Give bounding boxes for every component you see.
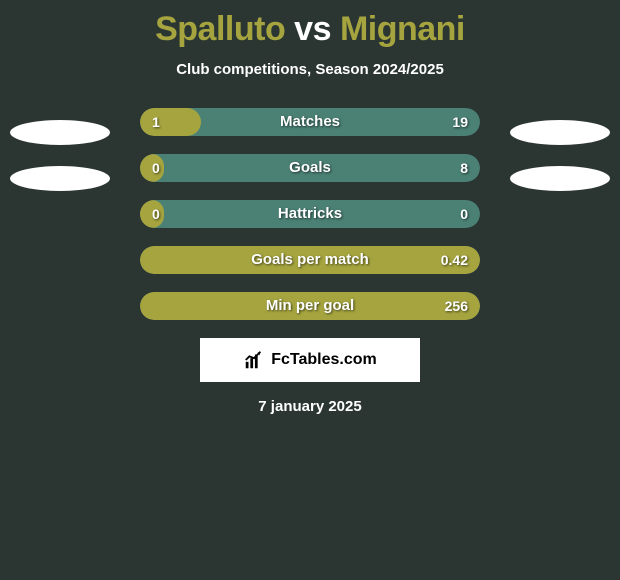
- stat-bar-row: Goals0 8: [140, 154, 480, 182]
- branding-text: FcTables.com: [271, 351, 377, 369]
- comparison-title: Spalluto vs Mignani: [0, 0, 620, 49]
- stat-bar-row: Goals per match0.42: [140, 246, 480, 274]
- vs-text: vs: [294, 10, 331, 48]
- stat-bar-row: Min per goal256: [140, 292, 480, 320]
- stat-bar-right-value: 19: [452, 108, 468, 136]
- stat-bar-label: Hattricks: [140, 200, 480, 228]
- stat-bar-row: Hattricks0 0: [140, 200, 480, 228]
- player2-avatar-placeholder: [510, 120, 610, 145]
- stat-bar-right-value: 8: [460, 154, 468, 182]
- chart-icon: [243, 349, 265, 371]
- bars-container: Matches119Goals08Hattricks00Goals per ma…: [140, 108, 480, 320]
- player1-club-placeholder: [10, 166, 110, 191]
- stat-bar-left-value: 1: [152, 108, 160, 136]
- player1-name: Spalluto: [155, 10, 285, 48]
- stat-bar-label: Matches: [140, 108, 480, 136]
- stat-bar-right-value: 0: [460, 200, 468, 228]
- stat-bar-right-value: 256: [445, 292, 468, 320]
- stat-bar-right-value: 0.42: [441, 246, 468, 274]
- player1-avatar-placeholder: [10, 120, 110, 145]
- stat-bar-label: Goals per match: [140, 246, 480, 274]
- branding-box: FcTables.com: [200, 338, 420, 382]
- player2-club-placeholder: [510, 166, 610, 191]
- date-text: 7 january 2025: [10, 398, 610, 415]
- stat-bar-left-value: 0: [152, 200, 160, 228]
- subtitle: Club competitions, Season 2024/2025: [0, 61, 620, 78]
- chart-area: Matches119Goals08Hattricks00Goals per ma…: [0, 108, 620, 415]
- stat-bar-label: Goals: [140, 154, 480, 182]
- stat-bar-left-value: 0: [152, 154, 160, 182]
- stat-bar-label: Min per goal: [140, 292, 480, 320]
- stat-bar-row: Matches1 19: [140, 108, 480, 136]
- player2-name: Mignani: [340, 10, 465, 48]
